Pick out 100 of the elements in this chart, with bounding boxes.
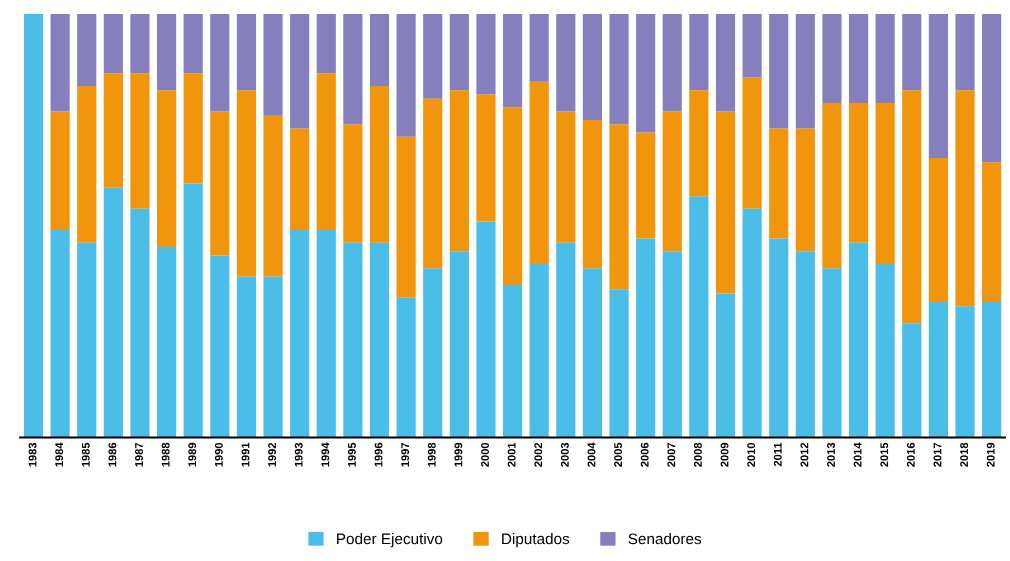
bar — [715, 293, 736, 438]
bar — [103, 14, 123, 74]
bar — [77, 242, 97, 438]
x-tick-label: 1992 — [268, 442, 277, 467]
bar — [290, 128, 310, 231]
bar — [423, 268, 443, 438]
x-tick-label: 1994 — [321, 442, 330, 467]
legend-label: Senadores — [628, 533, 702, 545]
x-tick-label: 2001 — [507, 442, 516, 467]
bar — [77, 86, 97, 243]
bar — [902, 90, 922, 324]
bar — [715, 14, 736, 112]
bar — [955, 306, 975, 438]
x-tick-label: 1989 — [188, 442, 197, 467]
bar — [316, 73, 336, 231]
x-tick-label: 2010 — [747, 442, 756, 467]
bar — [476, 94, 496, 222]
bar — [210, 14, 230, 112]
x-tick-label: 2009 — [720, 442, 729, 467]
bar — [236, 90, 257, 277]
bar — [449, 90, 469, 252]
bar — [263, 14, 283, 116]
bar — [795, 14, 815, 129]
x-tick-label: 2011 — [773, 442, 782, 467]
x-tick-label: 1997 — [401, 442, 410, 467]
x-tick-label: 1988 — [161, 442, 170, 467]
bar — [822, 14, 842, 103]
legend-label: Diputados — [502, 533, 570, 548]
bar — [609, 124, 629, 290]
bar — [103, 187, 123, 438]
bar — [183, 73, 203, 184]
bar — [423, 14, 443, 99]
bar — [449, 14, 469, 91]
bar — [157, 14, 177, 91]
bar — [556, 14, 576, 112]
bar — [689, 90, 709, 197]
bar — [157, 90, 177, 247]
legend-label: Poder Ejecutivo — [337, 533, 443, 548]
bar — [556, 242, 576, 438]
x-tick-label: 1999 — [454, 442, 463, 467]
bar — [502, 285, 523, 438]
bar — [396, 14, 416, 137]
bar — [502, 107, 523, 286]
x-tick-label: 1991 — [241, 442, 250, 467]
x-tick-label: 2008 — [693, 442, 702, 467]
bar — [875, 263, 895, 438]
bar — [343, 14, 363, 125]
bar — [822, 102, 842, 269]
bar — [290, 14, 310, 129]
bar — [582, 14, 602, 120]
bar — [103, 73, 123, 188]
bar — [742, 77, 762, 209]
bar — [769, 128, 789, 239]
bar — [875, 14, 895, 103]
bar — [210, 255, 230, 438]
bar — [369, 86, 390, 243]
x-tick-label: 2007 — [667, 442, 676, 467]
bar — [369, 14, 390, 87]
bar — [476, 221, 496, 438]
x-tick-label: 1996 — [374, 442, 383, 467]
x-tick-label: 2000 — [481, 442, 489, 467]
bar — [662, 14, 682, 112]
bar — [795, 128, 815, 252]
bar — [742, 14, 762, 78]
bar — [902, 323, 922, 438]
bar — [423, 98, 443, 269]
bar — [848, 102, 869, 243]
x-tick-label: 2003 — [560, 442, 569, 467]
bar — [769, 238, 789, 438]
bar — [582, 119, 602, 269]
bar — [316, 230, 336, 438]
bar — [50, 230, 70, 438]
bar — [609, 14, 629, 125]
x-tick-label: 2016 — [906, 442, 915, 467]
x-tick-label: 1983 — [28, 442, 37, 467]
bar — [50, 111, 70, 231]
bar — [316, 14, 336, 74]
x-tick-label: 2015 — [880, 442, 889, 467]
bar — [556, 111, 576, 243]
bar — [130, 73, 150, 209]
bar — [236, 276, 257, 438]
bar — [236, 14, 257, 91]
x-tick-label: 2005 — [614, 442, 623, 467]
bar — [689, 196, 709, 438]
bar — [902, 14, 922, 91]
bar — [636, 14, 656, 133]
bar — [23, 14, 44, 438]
bar — [955, 14, 975, 91]
x-tick-label: 2013 — [827, 442, 835, 467]
x-tick-label: 1990 — [214, 442, 223, 467]
bar — [183, 183, 203, 438]
bar — [848, 242, 869, 438]
bar — [822, 268, 842, 438]
bar — [955, 90, 975, 307]
bar — [130, 14, 150, 74]
bar — [343, 124, 363, 243]
bar — [449, 251, 469, 438]
bar — [769, 14, 789, 129]
bar — [476, 14, 496, 95]
x-tick-label: 1995 — [348, 442, 356, 467]
